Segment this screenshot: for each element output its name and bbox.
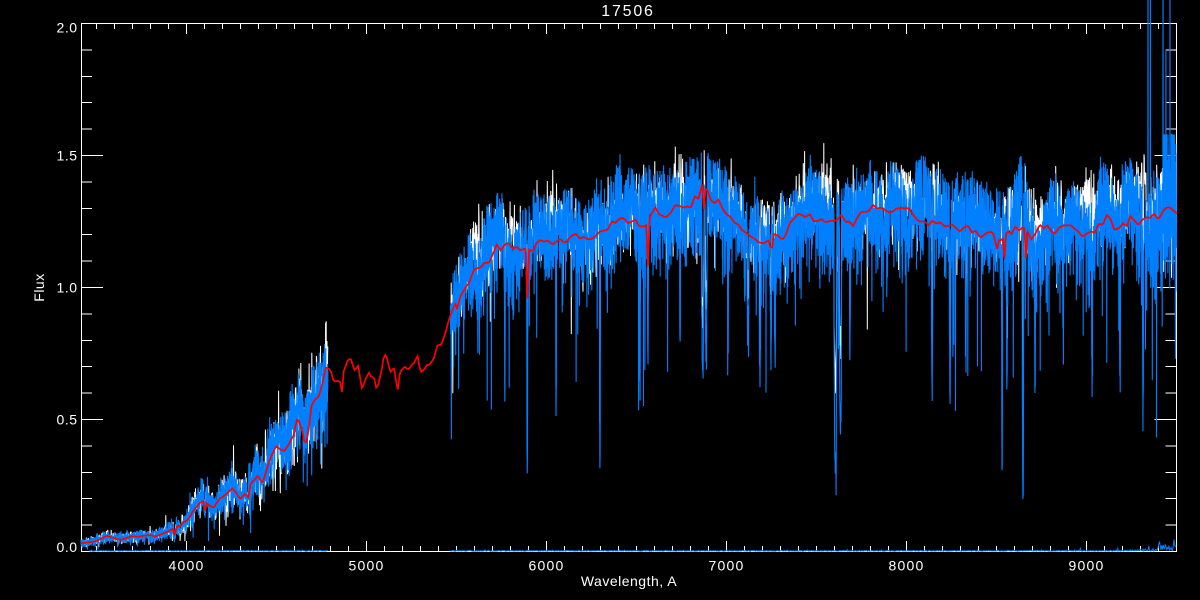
svg-text:1.5: 1.5	[57, 148, 78, 164]
svg-text:4000: 4000	[169, 558, 205, 574]
svg-text:1.0: 1.0	[57, 280, 78, 296]
svg-text:8000: 8000	[889, 558, 925, 574]
svg-text:2.0: 2.0	[57, 20, 78, 36]
svg-text:6000: 6000	[529, 558, 565, 574]
svg-text:5000: 5000	[349, 558, 385, 574]
svg-text:9000: 9000	[1069, 558, 1105, 574]
svg-text:Flux: Flux	[31, 273, 47, 301]
svg-text:0.5: 0.5	[57, 412, 78, 428]
svg-text:0.0: 0.0	[57, 539, 78, 555]
svg-text:17506: 17506	[601, 3, 655, 20]
svg-text:7000: 7000	[709, 558, 745, 574]
svg-text:Wavelength, A: Wavelength, A	[581, 573, 677, 589]
